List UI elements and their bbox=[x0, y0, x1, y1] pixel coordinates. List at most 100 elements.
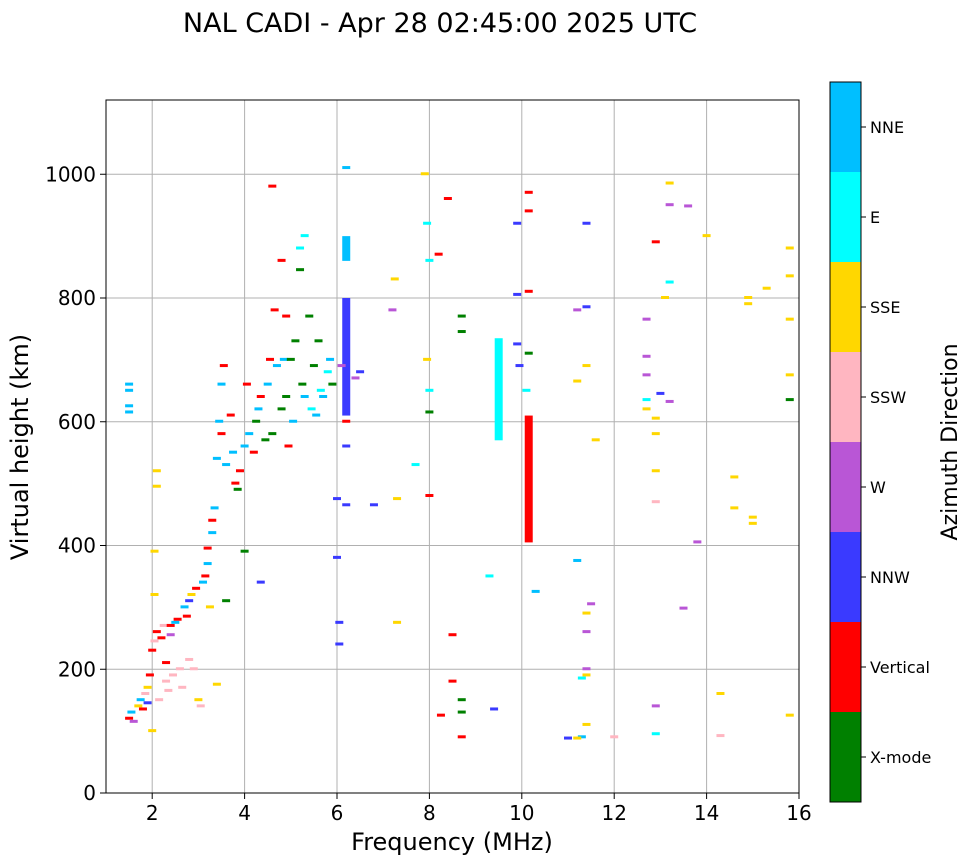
data-point bbox=[651, 500, 660, 504]
y-tick-label: 400 bbox=[58, 534, 96, 558]
data-point bbox=[337, 364, 346, 368]
data-point bbox=[642, 373, 651, 377]
data-point bbox=[240, 444, 249, 448]
data-point bbox=[744, 302, 753, 306]
data-point bbox=[582, 673, 591, 677]
data-point bbox=[256, 580, 265, 584]
data-point bbox=[333, 555, 341, 559]
data-point bbox=[182, 614, 191, 618]
data-point bbox=[513, 221, 522, 225]
data-point bbox=[150, 593, 159, 596]
data-point bbox=[522, 388, 531, 392]
data-point bbox=[582, 611, 591, 615]
y-axis-ticks: 0 200 400 600 800 1000 bbox=[45, 162, 106, 805]
y-axis-label: Virtual height (km) bbox=[6, 334, 34, 560]
data-point bbox=[665, 181, 674, 185]
data-point bbox=[411, 463, 420, 467]
data-point bbox=[656, 391, 665, 395]
data-point bbox=[457, 698, 466, 702]
data-point bbox=[423, 221, 432, 225]
y-tick-label: 0 bbox=[83, 781, 96, 805]
x-tick-label: 2 bbox=[146, 801, 159, 825]
data-point bbox=[326, 357, 335, 361]
data-column bbox=[342, 236, 351, 261]
data-point bbox=[356, 370, 365, 374]
data-point bbox=[185, 657, 194, 661]
data-point bbox=[716, 734, 725, 738]
data-point bbox=[591, 438, 600, 442]
data-point bbox=[212, 682, 221, 686]
data-point bbox=[524, 209, 533, 213]
colorbar-title: Azimuth Direction bbox=[938, 343, 963, 540]
data-point bbox=[143, 701, 152, 705]
data-point bbox=[268, 184, 277, 188]
data-point bbox=[448, 633, 457, 637]
data-point bbox=[148, 648, 157, 652]
data-point bbox=[457, 735, 466, 739]
data-point bbox=[744, 296, 753, 299]
colorbar-label: NNE bbox=[870, 118, 904, 137]
data-point bbox=[651, 416, 660, 420]
data-point bbox=[203, 546, 212, 550]
data-point bbox=[333, 497, 341, 501]
data-point bbox=[152, 630, 161, 634]
colorbar-label: W bbox=[870, 478, 886, 497]
data-point bbox=[642, 407, 651, 411]
data-point bbox=[125, 716, 134, 720]
data-point bbox=[582, 630, 591, 634]
data-point bbox=[249, 450, 258, 454]
data-point bbox=[282, 314, 291, 318]
data-point bbox=[298, 382, 307, 386]
colorbar-segment bbox=[830, 262, 861, 352]
data-point bbox=[651, 469, 660, 473]
data-point bbox=[305, 314, 314, 318]
data-points bbox=[125, 166, 794, 740]
data-point bbox=[215, 419, 224, 423]
data-point bbox=[730, 475, 739, 479]
data-point bbox=[785, 274, 794, 278]
data-point bbox=[443, 197, 452, 200]
data-point bbox=[393, 497, 402, 501]
data-point bbox=[524, 289, 533, 293]
data-point bbox=[573, 379, 582, 383]
data-point bbox=[323, 370, 332, 374]
data-point bbox=[279, 357, 288, 361]
data-point bbox=[730, 506, 739, 510]
data-point bbox=[393, 620, 402, 624]
data-point bbox=[127, 710, 136, 714]
colorbar-label: NNW bbox=[870, 568, 910, 587]
data-point bbox=[665, 280, 674, 284]
y-tick-label: 200 bbox=[58, 657, 96, 681]
data-point bbox=[286, 357, 295, 361]
data-column bbox=[524, 415, 533, 543]
data-point bbox=[425, 258, 434, 262]
data-point bbox=[515, 364, 524, 368]
colorbar: X-mode Vertical NNW W SSW SSE E NNE bbox=[829, 81, 931, 803]
data-point bbox=[582, 221, 591, 225]
data-point bbox=[423, 357, 432, 361]
data-point bbox=[199, 580, 208, 584]
data-point bbox=[300, 395, 309, 398]
colorbar-segment bbox=[830, 442, 861, 532]
data-point bbox=[141, 692, 150, 695]
data-point bbox=[194, 698, 203, 702]
data-point bbox=[256, 395, 265, 398]
data-point bbox=[266, 357, 275, 361]
data-point bbox=[245, 432, 254, 436]
data-point bbox=[425, 388, 434, 392]
data-point bbox=[226, 413, 235, 417]
data-point bbox=[582, 305, 591, 309]
data-point bbox=[164, 688, 173, 692]
data-point bbox=[457, 330, 466, 334]
data-point bbox=[564, 736, 572, 740]
colorbar-segment bbox=[830, 532, 861, 622]
data-point bbox=[178, 685, 187, 689]
colorbar-label: X-mode bbox=[870, 748, 931, 767]
data-point bbox=[180, 605, 189, 609]
data-point bbox=[436, 713, 445, 717]
colorbar-segment bbox=[830, 622, 861, 712]
data-point bbox=[785, 246, 794, 250]
data-point bbox=[185, 599, 194, 603]
data-point bbox=[268, 432, 277, 436]
